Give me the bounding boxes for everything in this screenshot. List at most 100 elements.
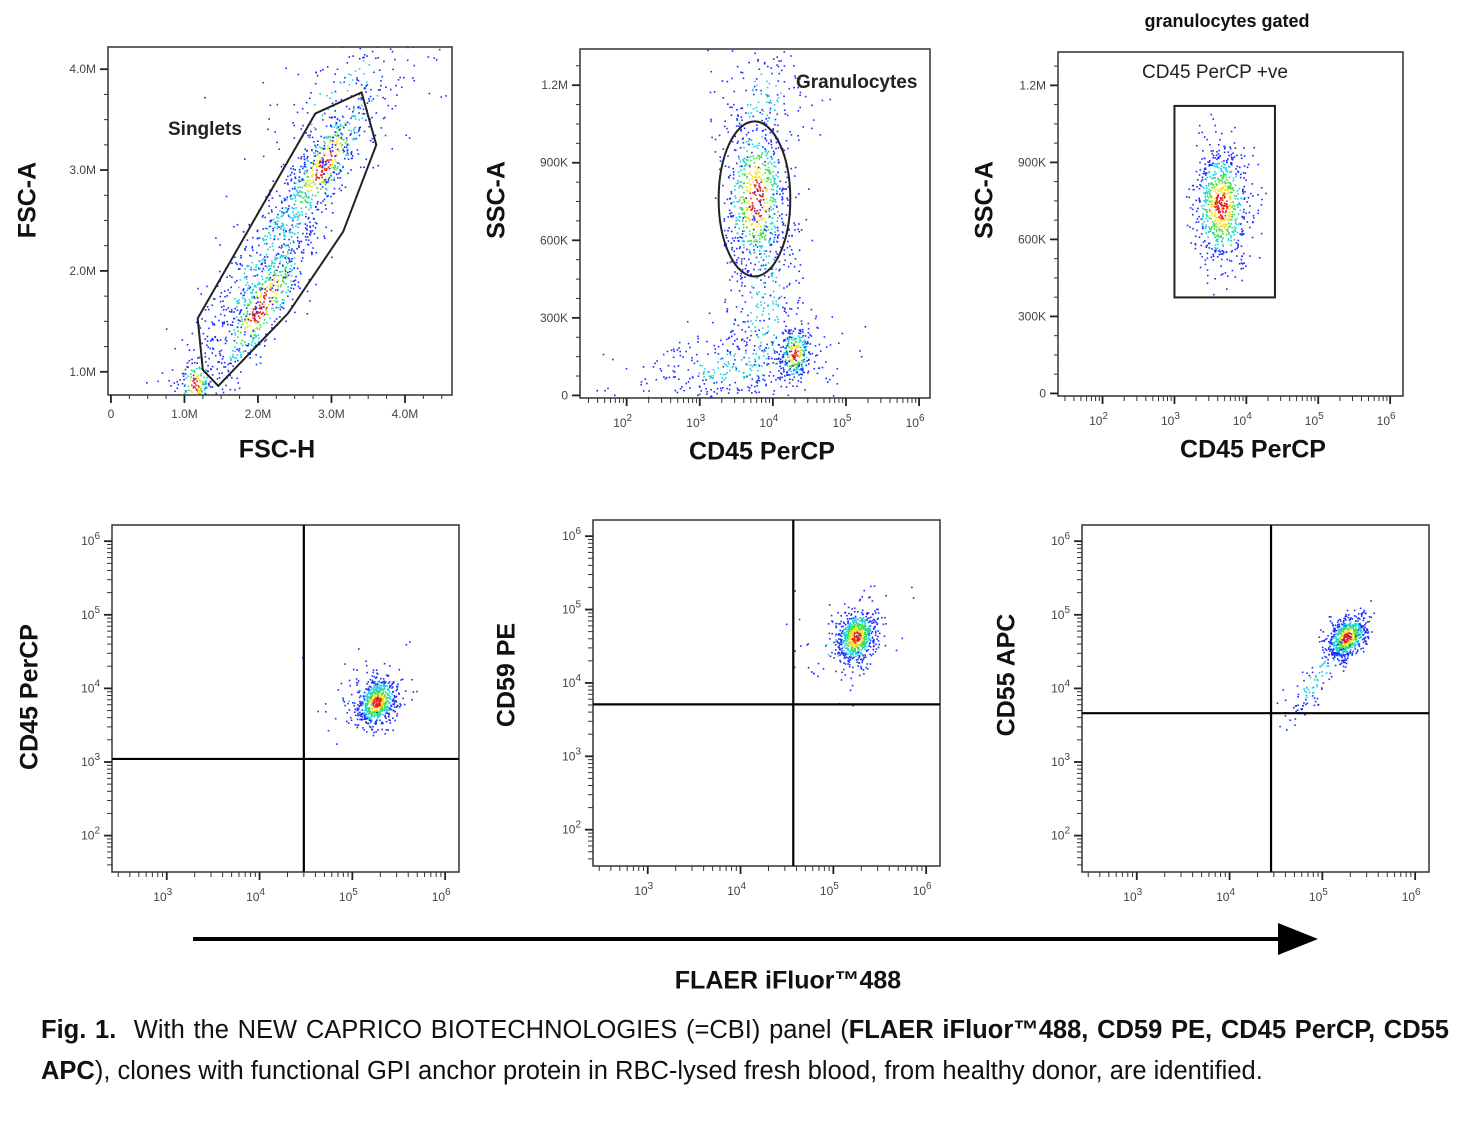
event-dot (794, 356, 797, 358)
event-dot (249, 348, 251, 351)
event-dot (1233, 226, 1236, 228)
event-dot (381, 699, 384, 701)
event-dot (252, 331, 255, 333)
event-dot (338, 119, 341, 122)
event-dot (1216, 188, 1218, 191)
event-dot (219, 300, 222, 303)
event-dot (272, 284, 275, 287)
event-dot (387, 682, 390, 684)
event-dot (798, 363, 801, 366)
event-dot (292, 214, 295, 216)
event-dot (1260, 232, 1263, 235)
event-dot (752, 353, 754, 355)
event-dot (778, 234, 780, 236)
event-dot (259, 296, 261, 299)
event-dot (1220, 174, 1222, 177)
event-dot (714, 151, 717, 153)
event-dot (343, 150, 345, 152)
event-dot (390, 88, 392, 91)
event-dot (227, 289, 229, 291)
event-dot (250, 268, 252, 271)
event-dot (391, 682, 394, 685)
event-dot (339, 169, 342, 171)
event-dot (760, 215, 762, 217)
event-dot (366, 696, 368, 698)
event-dot (772, 170, 775, 173)
event-dot (1242, 172, 1245, 174)
event-dot (294, 203, 296, 205)
event-dot (726, 310, 728, 313)
event-dot (738, 125, 740, 127)
event-dot (771, 268, 773, 270)
event-dot (734, 271, 736, 273)
event-dot (782, 355, 784, 357)
event-dot (282, 264, 284, 267)
event-dot (1217, 178, 1220, 181)
event-dot (221, 358, 224, 360)
event-dot (357, 153, 360, 155)
event-dot (305, 196, 308, 198)
event-dot (749, 367, 751, 370)
event-dot (739, 199, 741, 201)
event-dot (741, 71, 744, 74)
event-dot (250, 344, 253, 346)
event-dot (260, 306, 263, 309)
event-dot (1191, 208, 1194, 211)
event-dot (769, 112, 771, 114)
event-dot (244, 327, 246, 330)
event-dot (763, 374, 765, 377)
event-dot (798, 360, 800, 363)
event-dot (1214, 246, 1216, 249)
event-dot (768, 318, 771, 320)
event-dot (338, 163, 341, 166)
event-dot (1212, 177, 1215, 180)
event-dot (1218, 212, 1220, 214)
event-dot (736, 259, 738, 261)
event-dot (1215, 197, 1218, 199)
event-dot (393, 709, 395, 712)
event-dot (198, 356, 201, 359)
event-dot (388, 702, 391, 704)
event-dot (714, 348, 717, 350)
event-dot (326, 168, 328, 170)
event-dot (802, 368, 804, 370)
event-dot (368, 712, 370, 715)
event-dot (227, 307, 230, 309)
event-dot (1223, 194, 1225, 197)
event-dot (361, 117, 364, 120)
event-dot (322, 148, 325, 150)
event-dot (157, 380, 159, 383)
event-dot (292, 226, 294, 228)
event-dot (194, 382, 196, 385)
event-dot (204, 383, 207, 385)
event-dot (200, 387, 202, 390)
event-dot (790, 262, 792, 265)
event-dot (392, 729, 394, 732)
event-dot (803, 339, 806, 342)
event-dot (743, 198, 745, 201)
event-dot (754, 330, 757, 332)
event-dot (1203, 199, 1206, 202)
y-tick-label: 0 (561, 388, 568, 402)
event-dot (764, 137, 766, 139)
event-dot (1212, 150, 1214, 152)
event-dot (859, 350, 861, 352)
event-dot (742, 77, 745, 80)
event-dot (353, 129, 355, 131)
event-dot (781, 376, 783, 379)
event-dot (328, 136, 330, 139)
event-dot (752, 89, 754, 92)
event-dot (326, 66, 329, 68)
event-dot (306, 232, 308, 235)
event-dot (294, 186, 296, 188)
event-dot (341, 133, 344, 136)
event-dot (347, 154, 349, 156)
event-dot (1228, 212, 1230, 214)
event-dot (783, 296, 786, 299)
event-dot (361, 83, 363, 86)
event-dot (218, 372, 220, 375)
event-dot (714, 351, 716, 354)
event-dot (333, 179, 335, 181)
event-dot (372, 725, 374, 728)
event-dot (336, 162, 339, 164)
